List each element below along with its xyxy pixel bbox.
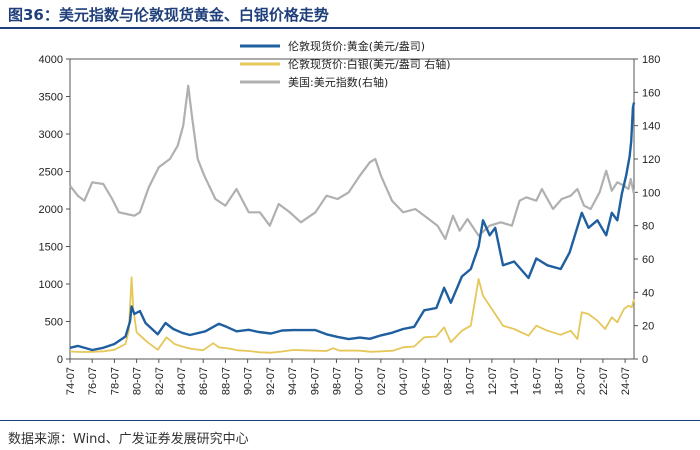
- x-tick-label: 82-07: [154, 367, 166, 395]
- legend-label-1: 伦敦现货价:白银(美元/盎司 右轴): [288, 57, 451, 71]
- right-tick-label: 140: [642, 121, 660, 133]
- x-tick-label: 90-07: [243, 367, 255, 395]
- x-tick-label: 22-07: [598, 367, 610, 395]
- left-tick-label: 1000: [39, 279, 63, 291]
- source-divider: [0, 420, 700, 421]
- x-tick-label: 08-07: [442, 367, 454, 395]
- x-tick-label: 86-07: [198, 367, 210, 395]
- x-tick-label: 02-07: [376, 367, 388, 395]
- left-tick-label: 2000: [39, 204, 63, 216]
- x-tick-label: 98-07: [331, 367, 343, 395]
- right-tick-label: 100: [642, 187, 660, 199]
- right-tick-label: 80: [642, 221, 654, 233]
- right-tick-label: 40: [642, 287, 654, 299]
- x-tick-label: 16-07: [531, 367, 543, 395]
- right-tick-label: 180: [642, 54, 660, 66]
- legend-label-0: 伦敦现货价:黄金(美元/盎司): [288, 39, 425, 53]
- left-y-axis: 0 500 1000 1500 2000 2500 3000 3500 4000: [39, 54, 70, 366]
- left-tick-label: 3000: [39, 129, 63, 141]
- title-divider: [0, 27, 700, 29]
- chart-canvas: 0 500 1000 1500 2000 2500 3000 3500 4000 0 20 40 60…: [39, 39, 661, 395]
- right-y-axis: 0 20 40 60 80 100 120 140 160 180: [634, 54, 660, 366]
- x-tick-label: 78-07: [109, 367, 121, 395]
- right-tick-label: 160: [642, 87, 660, 99]
- x-tick-label: 10-07: [465, 367, 477, 395]
- left-tick-label: 4000: [39, 54, 63, 66]
- right-tick-label: 60: [642, 254, 654, 266]
- series-line-0: [69, 102, 636, 352]
- series-line-2: [69, 84, 636, 241]
- x-tick-label: 06-07: [420, 367, 432, 395]
- right-tick-label: 20: [642, 321, 654, 333]
- left-tick-label: 1500: [39, 242, 63, 254]
- x-tick-label: 88-07: [220, 367, 232, 395]
- x-tick-label: 20-07: [576, 367, 588, 395]
- plot-area-frame: [69, 58, 635, 360]
- x-tick-label: 92-07: [265, 367, 277, 395]
- x-tick-label: 76-07: [87, 367, 99, 395]
- x-tick-label: 84-07: [176, 367, 188, 395]
- x-tick-label: 96-07: [309, 367, 321, 395]
- x-tick-label: 74-07: [65, 367, 77, 395]
- x-tick-label: 94-07: [287, 367, 299, 395]
- left-tick-label: 3500: [39, 92, 63, 104]
- left-tick-label: 2500: [39, 167, 63, 179]
- right-tick-label: 0: [642, 354, 648, 366]
- right-tick-label: 120: [642, 154, 660, 166]
- x-tick-label: 12-07: [487, 367, 499, 395]
- x-tick-label: 14-07: [509, 367, 521, 395]
- series-line-1: [69, 276, 635, 354]
- x-tick-label: 00-07: [354, 367, 366, 395]
- x-tick-label: 18-07: [554, 367, 566, 395]
- x-tick-label: 24-07: [620, 367, 632, 395]
- source-note: 数据来源：Wind、广发证券发展研究中心: [8, 432, 249, 447]
- legend-label-2: 美国:美元指数(右轴): [288, 75, 388, 89]
- legend: 伦敦现货价:黄金(美元/盎司) 伦敦现货价:白银(美元/盎司 右轴) 美国:美元指数…: [240, 39, 451, 89]
- chart-title: 图36：美元指数与伦敦现货黄金、白银价格走势: [8, 6, 329, 24]
- x-axis: 74-07 76-07 78-07 80-07 82-07 84-07 86-07 88-07…: [65, 359, 632, 395]
- x-tick-label: 04-07: [398, 367, 410, 395]
- series-layer: [69, 84, 636, 354]
- x-tick-label: 80-07: [132, 367, 144, 395]
- left-tick-label: 0: [57, 354, 63, 366]
- left-tick-label: 500: [45, 317, 63, 329]
